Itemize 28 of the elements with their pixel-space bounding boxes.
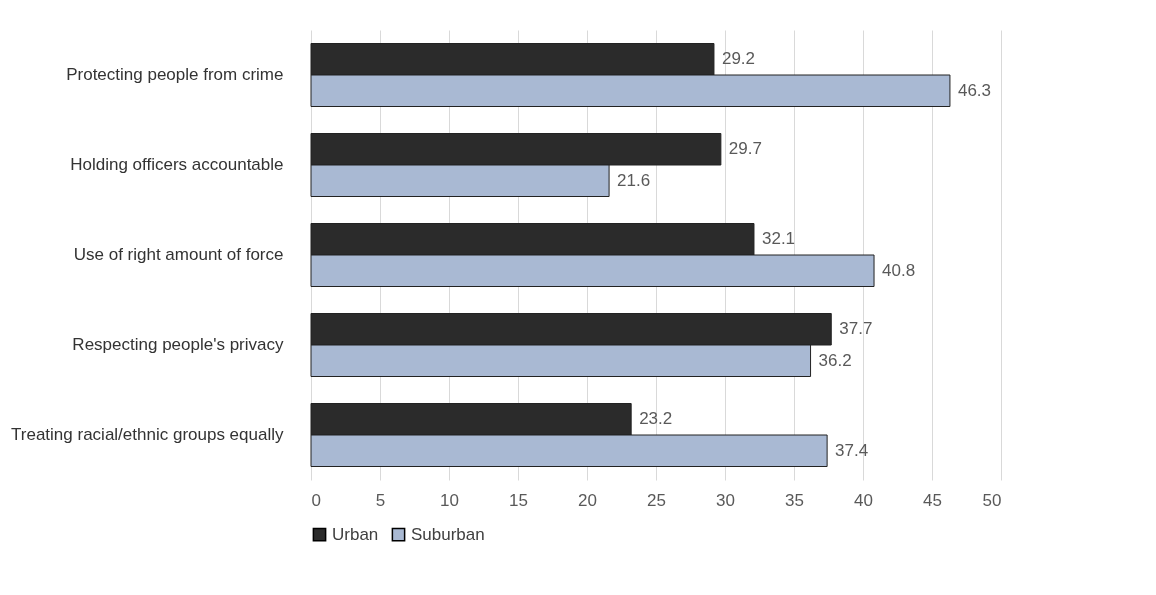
y-tick-label: Holding officers accountable xyxy=(70,155,284,174)
data-label: 37.7 xyxy=(839,319,873,339)
y-tick-label: Protecting people from crime xyxy=(66,65,284,84)
x-tick-label: 45 xyxy=(923,490,942,510)
legend-label: Suburban xyxy=(411,524,485,544)
x-tick-label: 10 xyxy=(440,490,459,510)
x-tick-label: 5 xyxy=(375,490,386,510)
x-tick-label: 35 xyxy=(785,490,804,510)
x-tick-label: 40 xyxy=(854,490,873,510)
legend-label: Urban xyxy=(332,524,379,544)
x-tick-label: 25 xyxy=(647,490,666,510)
y-tick-label: Respecting people's privacy xyxy=(72,335,284,354)
data-label: 29.2 xyxy=(721,49,756,69)
data-label: 37.4 xyxy=(835,440,869,460)
x-tick-label: 0 xyxy=(311,490,321,510)
y-tick-label: Treating racial/ethnic groups equally xyxy=(11,425,284,444)
data-label: 32.1 xyxy=(761,229,796,249)
x-tick-label: 20 xyxy=(578,490,597,510)
data-label: 29.7 xyxy=(728,139,762,159)
data-label: 46.3 xyxy=(957,80,992,100)
data-label: 23.2 xyxy=(639,409,673,429)
y-tick-label: Use of right amount of force xyxy=(73,245,284,264)
data-label: 21.6 xyxy=(617,170,651,190)
data-label: 40.8 xyxy=(882,260,916,280)
x-tick-label: 30 xyxy=(716,490,735,510)
data-label: 36.2 xyxy=(818,350,852,370)
x-tick-label: 50 xyxy=(982,490,1002,510)
x-tick-label: 15 xyxy=(509,490,528,510)
